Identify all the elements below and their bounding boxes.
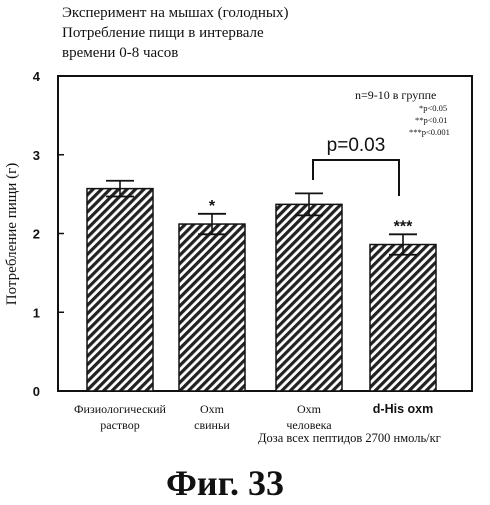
y-tick-label-1: 1 (33, 305, 40, 320)
bar-0 (87, 189, 153, 391)
category-label-1-1: свиньи (194, 418, 230, 432)
category-label-2-1: человека (286, 418, 332, 432)
y-tick-label-2: 2 (33, 227, 40, 242)
x-axis-label: Доза всех пептидов 2700 нмоль/кг (258, 431, 441, 445)
comparison-bracket (313, 160, 399, 196)
category-label-3-0: d-His oxm (373, 402, 433, 416)
legend-n: n=9-10 в группе (355, 88, 436, 102)
bar-1 (179, 224, 245, 391)
category-labels: Физиологический раствор Oxm свиньи Oxm челове… (74, 402, 433, 432)
bars: **** (87, 181, 436, 391)
category-label-2-0: Oxm (297, 402, 322, 416)
legend-p005: *p<0.05 (419, 103, 447, 113)
legend-p0001: ***p<0.001 (409, 127, 450, 137)
figure-caption: Фиг. 33 (166, 463, 284, 500)
category-label-0-1: раствор (100, 418, 139, 432)
bar-2 (276, 204, 342, 391)
y-ticks: 0 1 2 3 4 (33, 69, 64, 399)
bar-3 (370, 245, 436, 391)
legend-p001: **p<0.01 (415, 115, 447, 125)
category-label-1-0: Oxm (200, 402, 225, 416)
y-axis-label: Потребление пищи (г) (4, 163, 20, 305)
y-tick-label-4: 4 (33, 69, 41, 84)
title-line-1: Эксперимент на мышах (голодных) (62, 5, 289, 21)
comparison-label: p=0.03 (327, 135, 386, 156)
y-tick-label-0: 0 (33, 384, 40, 399)
title-line-3: времени 0-8 часов (62, 45, 178, 61)
title-line-2: Потребление пищи в интервале (62, 25, 264, 41)
category-label-0-0: Физиологический (74, 402, 166, 416)
significance-1: * (209, 198, 216, 215)
significance-3: *** (394, 218, 413, 235)
y-tick-label-3: 3 (33, 148, 40, 163)
